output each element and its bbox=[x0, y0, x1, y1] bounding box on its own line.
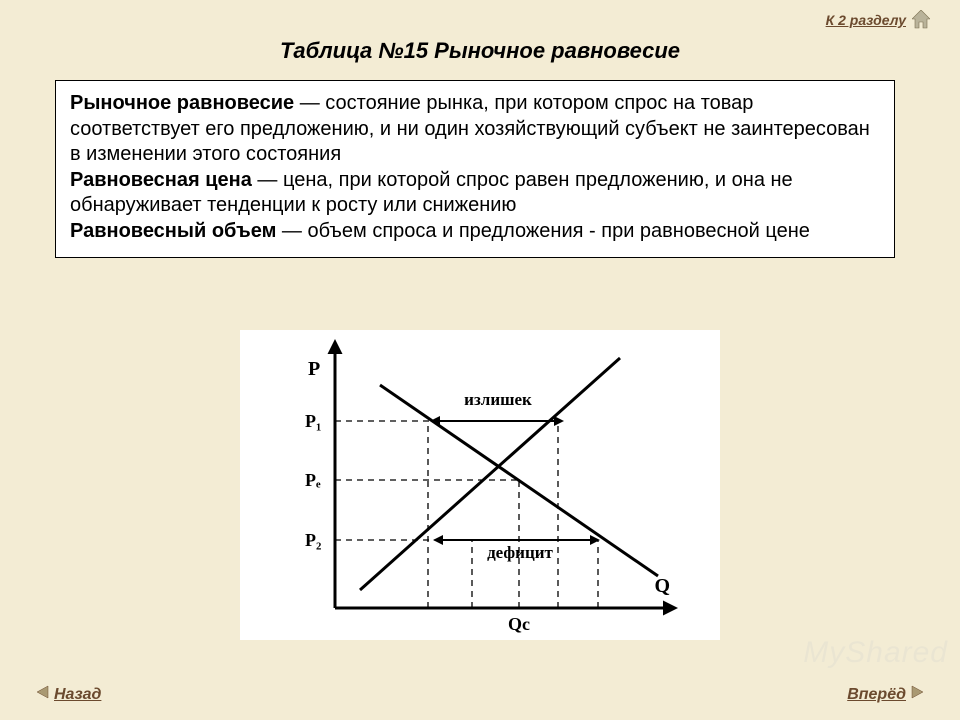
definitions-box: Рыночное равновесие — состояние рынка, п… bbox=[55, 80, 895, 258]
definition-sep: — bbox=[252, 169, 283, 191]
definition-term: Равновесная цена bbox=[70, 169, 252, 191]
definition-term: Рыночное равновесие bbox=[70, 92, 294, 114]
back-label: Назад bbox=[54, 686, 101, 704]
svg-text:дефицит: дефицит bbox=[487, 543, 553, 562]
svg-text:P₁: P₁ bbox=[305, 411, 321, 431]
svg-text:Qc: Qc bbox=[508, 614, 530, 634]
back-button[interactable]: Назад bbox=[30, 683, 107, 706]
page-title: Таблица №15 Рыночное равновесие bbox=[0, 38, 960, 64]
svg-text:Q: Q bbox=[654, 575, 670, 597]
watermark: MyShared bbox=[803, 636, 948, 670]
definition-sep: — bbox=[276, 220, 307, 242]
home-icon bbox=[912, 10, 930, 30]
definition-row: Равновесная цена — цена, при которой спр… bbox=[70, 168, 880, 219]
forward-button[interactable]: Вперёд bbox=[841, 683, 930, 706]
section-link[interactable]: К 2 разделу bbox=[826, 10, 930, 30]
slide-page: К 2 разделу Таблица №15 Рыночное равнове… bbox=[0, 0, 960, 720]
forward-label: Вперёд bbox=[847, 686, 906, 704]
definition-row: Рыночное равновесие — состояние рынка, п… bbox=[70, 91, 880, 168]
svg-text:P₂: P₂ bbox=[305, 530, 321, 550]
definition-term: Равновесный объем bbox=[70, 220, 276, 242]
triangle-right-icon bbox=[910, 685, 924, 704]
equilibrium-chart: P₁ Pₑ P₂ излишек дефицит P Q Qc bbox=[240, 330, 720, 640]
triangle-left-icon bbox=[36, 685, 50, 704]
svg-text:излишек: излишек bbox=[464, 390, 532, 409]
section-link-label: К 2 разделу bbox=[826, 12, 906, 28]
svg-text:Pₑ: Pₑ bbox=[305, 470, 321, 490]
definition-text: объем спроса и предложения - при равнове… bbox=[307, 220, 809, 242]
svg-text:P: P bbox=[308, 358, 320, 380]
definition-row: Равновесный объем — объем спроса и предл… bbox=[70, 219, 880, 245]
definition-sep: — bbox=[294, 92, 325, 114]
